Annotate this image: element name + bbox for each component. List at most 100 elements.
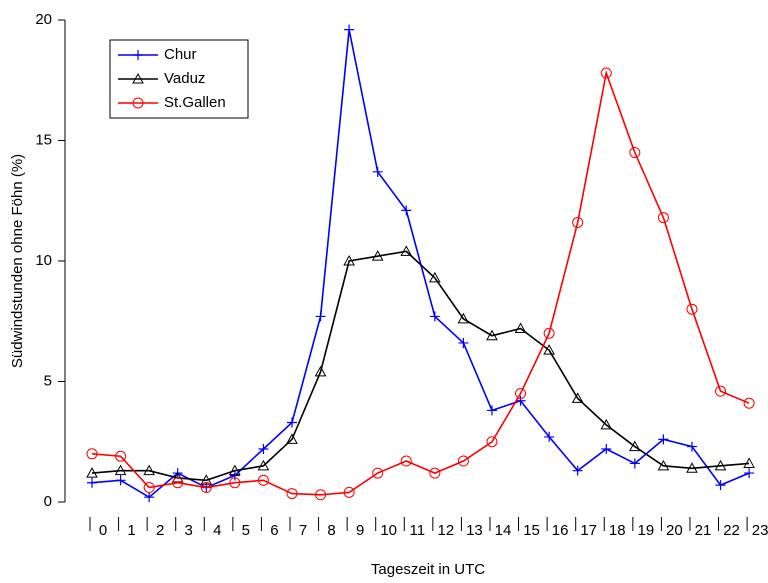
- point: [257, 459, 270, 471]
- x-tick-label: 22: [723, 522, 740, 539]
- point: [401, 205, 412, 216]
- point: [600, 418, 613, 430]
- point: [286, 417, 297, 428]
- x-tick-label: 18: [609, 522, 626, 539]
- point: [372, 467, 384, 479]
- point: [715, 480, 726, 491]
- point: [229, 477, 241, 489]
- x-tick-label: 19: [637, 522, 654, 539]
- point: [572, 216, 584, 228]
- point: [315, 311, 326, 322]
- x-axis-label: Tageszeit in UTC: [371, 561, 485, 578]
- x-tick-label: 23: [752, 522, 768, 539]
- series-line: [91, 250, 750, 482]
- point: [429, 311, 440, 322]
- point: [543, 344, 555, 355]
- point: [86, 467, 98, 478]
- point: [743, 397, 755, 409]
- point: [87, 477, 97, 488]
- legend-label: Vaduz: [164, 70, 205, 87]
- point: [315, 489, 327, 501]
- point: [229, 470, 240, 481]
- point: [571, 392, 584, 403]
- x-tick-label: 4: [213, 522, 221, 539]
- point: [400, 455, 412, 467]
- point: [314, 365, 327, 377]
- point: [458, 337, 469, 348]
- y-tick-label: 15: [35, 131, 52, 148]
- point: [428, 271, 441, 283]
- point: [144, 492, 155, 503]
- series-line: [91, 69, 750, 496]
- x-tick-label: 20: [666, 522, 683, 539]
- legend-label: St.Gallen: [164, 94, 226, 111]
- legend-marker: [132, 97, 144, 109]
- x-tick-label: 15: [523, 522, 540, 539]
- x-tick-label: 17: [580, 522, 597, 539]
- x-tick-label: 12: [437, 522, 454, 539]
- x-tick-label: 5: [242, 522, 250, 539]
- point: [400, 245, 413, 256]
- x-tick-label: 9: [356, 522, 364, 539]
- point: [686, 303, 698, 315]
- point: [343, 486, 355, 498]
- point: [286, 433, 298, 444]
- point: [658, 434, 669, 445]
- point: [515, 388, 527, 400]
- point: [457, 312, 470, 324]
- point: [629, 147, 641, 159]
- point: [715, 385, 727, 397]
- point: [286, 488, 298, 500]
- x-tick-label: 7: [299, 522, 307, 539]
- point: [743, 457, 755, 468]
- point: [629, 458, 640, 469]
- point: [486, 405, 497, 416]
- point: [143, 482, 155, 494]
- point: [115, 450, 127, 462]
- legend-marker: [132, 72, 144, 84]
- point: [258, 443, 269, 454]
- y-tick-label: 20: [35, 11, 52, 28]
- x-tick-label: 10: [380, 522, 397, 539]
- point: [200, 474, 213, 485]
- x-tick-label: 11: [409, 522, 425, 539]
- x-tick-label: 6: [270, 522, 278, 539]
- x-tick-label: 3: [185, 522, 193, 539]
- y-tick-label: 10: [35, 252, 52, 269]
- point: [657, 459, 670, 471]
- x-tick-label: 13: [466, 522, 483, 539]
- point: [371, 250, 384, 261]
- point: [457, 455, 469, 467]
- y-tick-label: 5: [44, 372, 52, 389]
- point: [143, 464, 155, 476]
- x-tick-label: 14: [495, 522, 512, 539]
- point: [686, 462, 698, 473]
- point: [744, 468, 755, 479]
- point: [200, 482, 212, 494]
- y-tick-label: 0: [44, 493, 52, 510]
- legend-marker: [133, 50, 143, 60]
- x-tick-label: 1: [127, 522, 135, 539]
- point: [114, 464, 127, 476]
- point: [600, 67, 612, 79]
- point: [115, 475, 126, 486]
- point: [514, 322, 527, 333]
- x-tick-label: 0: [99, 522, 107, 539]
- y-axis-label: Südwindstunden ohne Föhn (%): [9, 154, 26, 368]
- point: [714, 459, 727, 471]
- point: [343, 254, 355, 266]
- point: [257, 474, 269, 486]
- point: [172, 477, 184, 489]
- point: [543, 327, 555, 339]
- point: [344, 24, 355, 35]
- x-tick-label: 2: [156, 522, 164, 539]
- point: [657, 212, 669, 224]
- point: [601, 443, 612, 454]
- legend-label: Chur: [164, 46, 197, 63]
- x-tick-label: 16: [552, 522, 569, 539]
- point: [686, 441, 697, 452]
- point: [171, 471, 184, 483]
- point: [372, 166, 383, 177]
- point: [429, 467, 441, 479]
